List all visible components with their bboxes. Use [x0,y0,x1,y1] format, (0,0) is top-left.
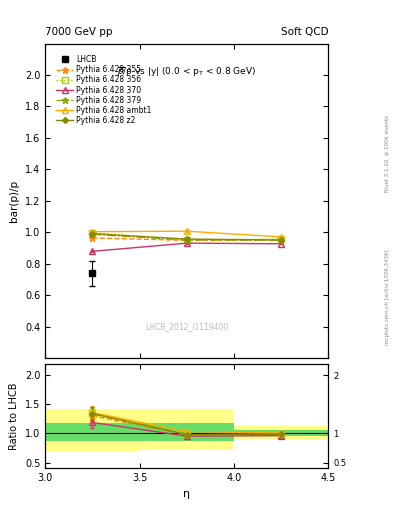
Text: 7000 GeV pp: 7000 GeV pp [45,27,113,37]
Bar [234,426,328,439]
Bar [140,409,234,450]
Bar [234,430,328,436]
Y-axis label: Ratio to LHCB: Ratio to LHCB [9,382,19,450]
Text: mcplots.cern.ch [arXiv:1306.3436]: mcplots.cern.ch [arXiv:1306.3436] [385,249,389,345]
X-axis label: η: η [183,489,190,499]
Bar [45,423,140,441]
Text: Rivet 3.1.10, ≥ 100k events: Rivet 3.1.10, ≥ 100k events [385,115,389,192]
Bar [45,409,140,452]
Y-axis label: bar(p)/p: bar(p)/p [9,180,19,222]
Text: Soft QCD: Soft QCD [281,27,328,37]
Legend: LHCB, Pythia 6.428 355, Pythia 6.428 356, Pythia 6.428 370, Pythia 6.428 379, Py: LHCB, Pythia 6.428 355, Pythia 6.428 356… [55,54,153,126]
Text: $\overline{p}$/p vs |y| (0.0 < p$_\mathrm{T}$ < 0.8 GeV): $\overline{p}$/p vs |y| (0.0 < p$_\mathr… [117,66,256,79]
Text: LHCB_2012_I1119400: LHCB_2012_I1119400 [145,323,228,331]
Bar [140,423,234,441]
